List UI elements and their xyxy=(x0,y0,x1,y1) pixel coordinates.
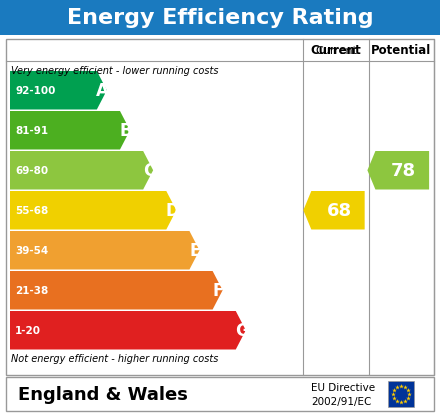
Polygon shape xyxy=(303,192,365,230)
Text: Energy Efficiency Rating: Energy Efficiency Rating xyxy=(67,8,373,28)
Bar xyxy=(6,377,434,411)
Bar xyxy=(388,381,414,407)
Polygon shape xyxy=(10,271,223,310)
Polygon shape xyxy=(10,152,153,190)
Text: Current: Current xyxy=(311,44,361,57)
Text: 55-68: 55-68 xyxy=(15,206,48,216)
Text: F: F xyxy=(213,282,224,299)
Text: 39-54: 39-54 xyxy=(15,246,48,256)
Text: 69-80: 69-80 xyxy=(15,166,48,176)
Text: Current: Current xyxy=(315,46,357,56)
Polygon shape xyxy=(10,72,107,110)
Text: England & Wales: England & Wales xyxy=(18,385,188,403)
Text: Potential: Potential xyxy=(371,44,431,57)
Polygon shape xyxy=(10,231,199,270)
Polygon shape xyxy=(10,192,176,230)
Polygon shape xyxy=(10,311,246,350)
Text: 81-91: 81-91 xyxy=(15,126,48,136)
Text: A: A xyxy=(96,82,109,100)
Text: 92-100: 92-100 xyxy=(15,86,55,96)
Text: D: D xyxy=(165,202,179,220)
Text: 1-20: 1-20 xyxy=(15,325,41,335)
Text: 78: 78 xyxy=(391,162,416,180)
Bar xyxy=(6,40,434,375)
Text: C: C xyxy=(143,162,155,180)
Text: Not energy efficient - higher running costs: Not energy efficient - higher running co… xyxy=(11,353,218,363)
Text: EU Directive
2002/91/EC: EU Directive 2002/91/EC xyxy=(312,382,376,406)
Text: Very energy efficient - lower running costs: Very energy efficient - lower running co… xyxy=(11,66,219,76)
Bar xyxy=(0,0,440,36)
Text: 68: 68 xyxy=(326,202,352,220)
Text: B: B xyxy=(120,122,132,140)
Polygon shape xyxy=(367,152,429,190)
Text: E: E xyxy=(190,242,201,260)
Text: 21-38: 21-38 xyxy=(15,285,48,296)
Polygon shape xyxy=(10,112,130,150)
Text: G: G xyxy=(235,321,249,339)
